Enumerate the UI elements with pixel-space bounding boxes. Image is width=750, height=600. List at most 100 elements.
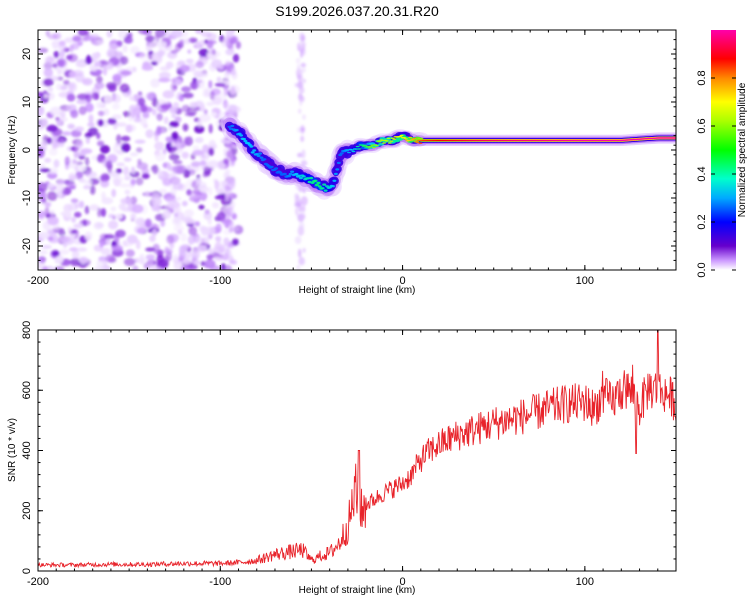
noise-blob xyxy=(123,166,130,176)
noise-blob xyxy=(44,207,50,217)
noise-blob xyxy=(91,92,99,100)
noise-blob xyxy=(59,111,66,119)
noise-blob xyxy=(84,56,93,65)
noise-blob xyxy=(99,241,104,248)
noise-blob xyxy=(134,139,146,144)
noise-blob xyxy=(145,218,152,228)
noise-blob xyxy=(156,125,162,136)
noise-blob xyxy=(46,191,58,202)
noise-blob xyxy=(208,47,216,55)
noise-blob xyxy=(209,91,215,101)
signal-track-segment xyxy=(242,137,246,141)
noise-blob xyxy=(100,208,107,217)
noise-blob xyxy=(45,30,50,37)
noise-blob xyxy=(171,131,179,140)
noise-blob xyxy=(69,247,78,252)
noise-blob xyxy=(193,79,203,84)
signal-track-segment xyxy=(301,175,306,178)
noise-blob xyxy=(204,259,216,269)
signal-track-segment xyxy=(316,181,321,185)
noise-blob xyxy=(38,146,44,156)
noise-blob xyxy=(89,204,99,211)
noise-blob xyxy=(204,209,210,215)
noise-blob xyxy=(175,78,182,86)
noise-blob xyxy=(82,77,93,86)
noise-blob xyxy=(67,123,75,130)
noise-blob xyxy=(168,200,175,206)
noise-blob xyxy=(107,118,117,125)
noise-blob xyxy=(225,169,231,175)
snr-plot-area xyxy=(38,330,676,571)
x-tick-label: 0 xyxy=(400,275,406,287)
noise-blob xyxy=(59,117,68,122)
noise-blob xyxy=(223,98,228,105)
noise-blob xyxy=(130,178,136,186)
noise-blob xyxy=(172,160,183,165)
signal-track xyxy=(220,114,676,200)
colorbar: 0.0 0.2 0.4 0.6 0.8 Normalized spectral ampl… xyxy=(696,30,748,278)
noise-blob xyxy=(145,254,156,261)
signal-track-segment xyxy=(278,171,283,174)
noise-blob xyxy=(195,136,204,144)
y-tick-label: 10 xyxy=(21,96,33,108)
x-tick-label: 0 xyxy=(400,576,406,588)
noise-blob xyxy=(225,48,235,56)
noise-blob xyxy=(97,110,105,117)
colorbar-label: Normalized spectral amplitude xyxy=(737,82,748,217)
noise-blob xyxy=(296,265,300,270)
noise-blob xyxy=(105,237,111,246)
noise-blob xyxy=(145,247,156,252)
noise-blob xyxy=(111,188,117,198)
noise-blob xyxy=(59,249,70,255)
noise-blob xyxy=(299,40,307,49)
noise-blob xyxy=(138,30,150,35)
noise-blob xyxy=(223,158,230,165)
signal-track-segment xyxy=(298,176,303,180)
noise-blob xyxy=(194,125,205,134)
noise-blob xyxy=(196,244,208,252)
noise-blob xyxy=(62,131,72,136)
noise-blob xyxy=(228,250,232,260)
noise-blob xyxy=(297,73,303,84)
noise-blob xyxy=(222,219,230,227)
noise-blob xyxy=(195,30,204,34)
noise-blob xyxy=(108,213,115,219)
bottom-y-axis: 0 200 400 600 800 xyxy=(21,321,676,574)
noise-blob xyxy=(203,109,208,115)
noise-blob xyxy=(172,102,180,109)
x-tick-label: -100 xyxy=(209,576,231,588)
noise-blob xyxy=(207,160,220,169)
noise-blob xyxy=(44,202,51,208)
y-tick-label: 0 xyxy=(21,147,33,153)
noise-blob xyxy=(95,101,104,109)
noise-blob xyxy=(47,216,59,226)
y-tick-label: 20 xyxy=(21,48,33,60)
y-tick-label: 200 xyxy=(21,502,33,520)
noise-blob xyxy=(160,128,166,133)
signal-track-segment xyxy=(403,138,408,140)
noise-blob xyxy=(223,180,228,187)
signal-track-segment xyxy=(317,185,322,188)
noise-blob xyxy=(195,61,205,69)
noise-blob xyxy=(170,82,178,92)
noise-blob xyxy=(74,203,80,209)
noise-blob xyxy=(208,248,213,254)
noise-blob xyxy=(47,236,54,241)
noise-blob xyxy=(53,159,60,168)
noise-blob xyxy=(108,43,119,50)
signal-track-segment xyxy=(239,134,244,137)
noise-blob xyxy=(165,197,177,203)
figure-title: S199.2026.037.20.31.R20 xyxy=(275,3,439,19)
noise-blob xyxy=(151,97,159,108)
noise-blob xyxy=(294,193,300,199)
colorbar-tick-label: 0.2 xyxy=(696,214,708,229)
noise-blob xyxy=(169,121,180,128)
noise-blob xyxy=(39,191,47,199)
noise-blob xyxy=(39,168,51,173)
noise-blob xyxy=(85,136,91,145)
noise-blob xyxy=(158,77,171,83)
noise-blob xyxy=(212,144,218,149)
noise-blob xyxy=(229,241,233,248)
noise-blob xyxy=(156,259,169,268)
